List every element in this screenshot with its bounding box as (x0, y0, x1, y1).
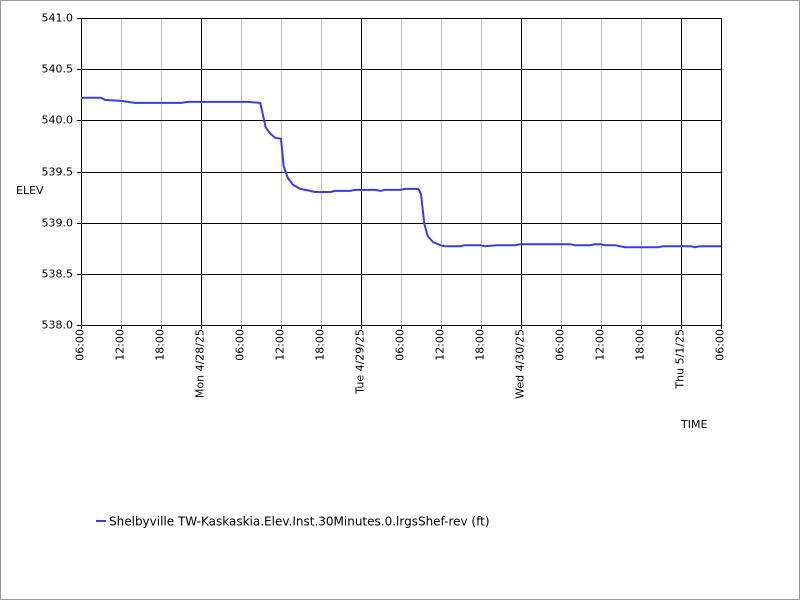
y-tick-label: 540.0 (42, 114, 74, 127)
x-tick-label: 12:00 (434, 329, 447, 361)
x-tick-label: 12:00 (594, 329, 607, 361)
x-axis-title: TIME (680, 418, 707, 431)
y-tick-label: 540.5 (42, 63, 74, 76)
plot-frame (81, 18, 722, 326)
x-tick-label: 12:00 (274, 329, 287, 361)
x-tick-label: 06:00 (74, 329, 87, 361)
legend-label: Shelbyville TW-Kaskaskia.Elev.Inst.30Min… (109, 515, 490, 529)
y-tick-label: 538.5 (42, 268, 74, 281)
x-tick-label: 12:00 (114, 329, 127, 361)
data-line (81, 96, 721, 249)
y-tick-label: 541.0 (42, 12, 74, 25)
x-tick-label: 06:00 (234, 329, 247, 361)
y-tick-label: 539.0 (42, 217, 74, 230)
y-axis-title: ELEV (16, 184, 44, 197)
y-tick-label: 538.0 (42, 319, 74, 332)
x-tick-label: 06:00 (554, 329, 567, 361)
x-tick-label: 18:00 (474, 329, 487, 361)
x-tick-label: 18:00 (314, 329, 327, 361)
x-tick-label: 18:00 (634, 329, 647, 361)
x-tick-label: 18:00 (154, 329, 167, 361)
y-tick-label: 539.5 (42, 166, 74, 179)
x-tick-label: 06:00 (714, 329, 727, 361)
x-tick-label: 06:00 (394, 329, 407, 361)
x-tick-label: Mon 4/28/25 (194, 329, 207, 398)
x-tick-label: Thu 5/1/25 (674, 329, 687, 390)
x-tick-label: Wed 4/30/25 (514, 329, 527, 399)
x-tick-label: Tue 4/29/25 (354, 329, 367, 395)
